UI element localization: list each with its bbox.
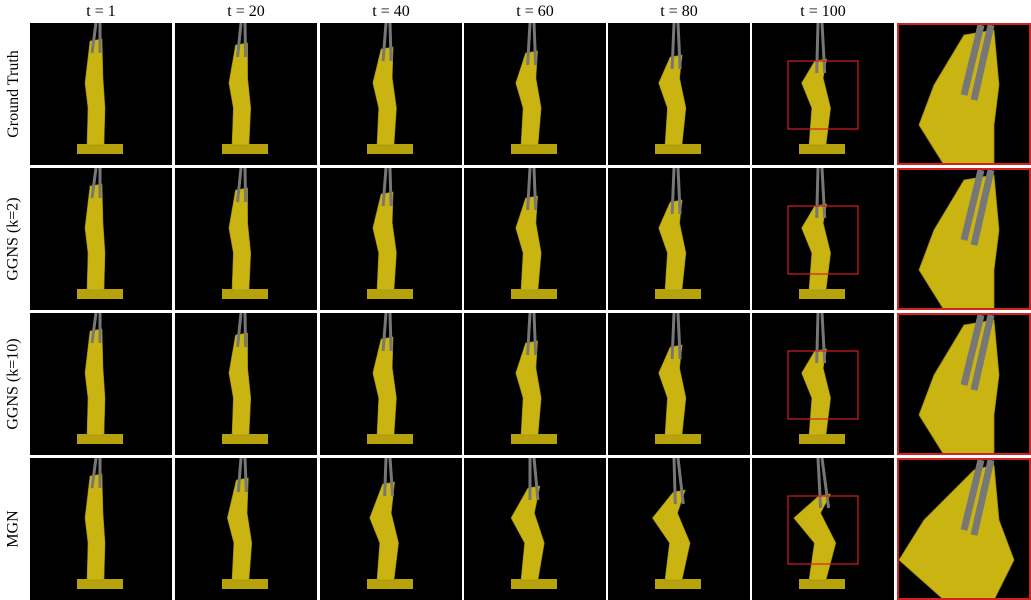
zoom-image — [897, 458, 1031, 600]
frame-image — [608, 168, 750, 310]
row-label: MGN — [0, 458, 28, 600]
row-label-text: Ground Truth — [5, 50, 23, 138]
render — [30, 313, 172, 455]
zoom-image — [897, 168, 1031, 310]
figure: t = 1t = 20t = 40t = 60t = 80t = 100 Grou… — [0, 0, 1031, 600]
render — [752, 168, 894, 310]
frame-image — [175, 458, 317, 600]
render — [464, 458, 606, 600]
render — [30, 23, 172, 165]
frame-image — [30, 23, 172, 165]
frame-image — [752, 23, 894, 165]
render — [608, 168, 750, 310]
render — [464, 313, 606, 455]
frame-image — [175, 313, 317, 455]
frame-image — [608, 23, 750, 165]
row-label: Ground Truth — [0, 23, 28, 165]
render — [320, 23, 462, 165]
frame-image — [30, 313, 172, 455]
render — [175, 458, 317, 600]
render — [320, 168, 462, 310]
row-label-text: MGN — [5, 510, 23, 547]
render — [752, 23, 894, 165]
frame-image — [175, 23, 317, 165]
frame-image — [175, 168, 317, 310]
column-header: t = 1 — [30, 2, 172, 22]
frame-image — [30, 458, 172, 600]
column-header: t = 80 — [608, 2, 750, 22]
render — [175, 168, 317, 310]
render — [175, 23, 317, 165]
render — [899, 170, 1029, 308]
column-header: t = 40 — [320, 2, 462, 22]
render — [175, 313, 317, 455]
column-header: t = 20 — [175, 2, 317, 22]
render — [320, 313, 462, 455]
render — [608, 458, 750, 600]
frame-image — [608, 458, 750, 600]
zoom-image — [897, 313, 1031, 455]
render — [608, 23, 750, 165]
frame-image — [752, 168, 894, 310]
frame-image — [30, 168, 172, 310]
render — [30, 168, 172, 310]
row-label: GGNS (k=10) — [0, 313, 28, 455]
row-label-text: GGNS (k=10) — [5, 338, 23, 429]
frame-image — [320, 23, 462, 165]
render — [899, 25, 1029, 163]
render — [899, 315, 1029, 453]
row-label-text: GGNS (k=2) — [5, 197, 23, 280]
column-header: t = 60 — [464, 2, 606, 22]
frame-image — [464, 458, 606, 600]
frame-image — [320, 313, 462, 455]
column-header: t = 100 — [752, 2, 894, 22]
frame-image — [464, 23, 606, 165]
row-label: GGNS (k=2) — [0, 168, 28, 310]
frame-image — [752, 458, 894, 600]
frame-image — [608, 313, 750, 455]
frame-image — [320, 458, 462, 600]
render — [608, 313, 750, 455]
render — [464, 168, 606, 310]
render — [752, 458, 894, 600]
render — [899, 460, 1029, 598]
render — [752, 313, 894, 455]
frame-image — [320, 168, 462, 310]
frame-image — [464, 168, 606, 310]
frame-image — [752, 313, 894, 455]
render — [464, 23, 606, 165]
render — [320, 458, 462, 600]
frame-image — [464, 313, 606, 455]
render — [30, 458, 172, 600]
zoom-image — [897, 23, 1031, 165]
